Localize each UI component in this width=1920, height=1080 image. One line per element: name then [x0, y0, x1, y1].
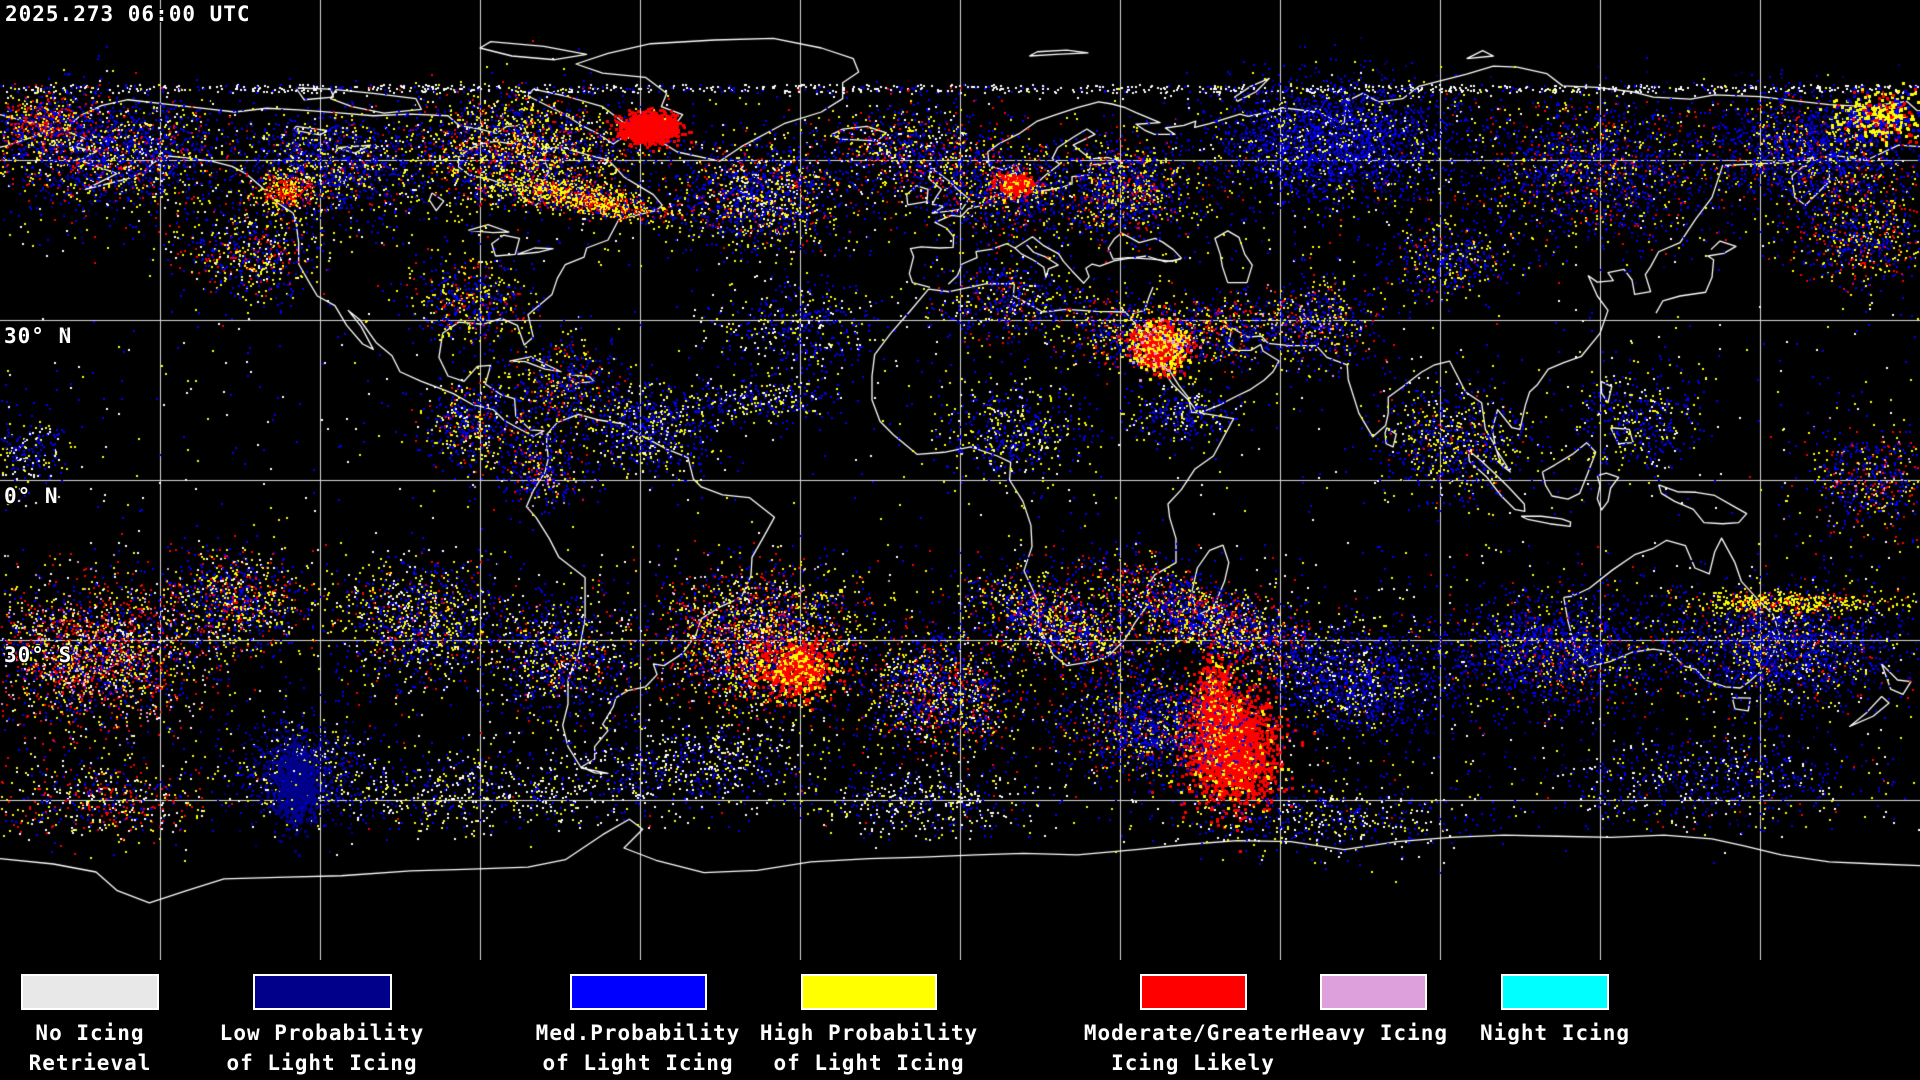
legend-swatch	[1319, 974, 1427, 1010]
legend-swatch	[1139, 974, 1247, 1010]
legend-label-line1: High Probability	[759, 1021, 979, 1045]
legend-label-line2: of Light Icing	[542, 1051, 734, 1075]
legend-swatch	[252, 974, 392, 1010]
icing-map-canvas	[0, 0, 1920, 960]
legend-item-high-probability: High Probability of Light Icing	[729, 974, 1009, 1078]
latitude-label-30n: 30° N	[4, 324, 73, 348]
legend-item-night-icing: Night Icing	[1415, 974, 1695, 1048]
legend-label-line1: Low Probability	[219, 1021, 425, 1045]
legend-label-line1: Night Icing	[1479, 1021, 1631, 1045]
legend-label: No Icing Retrieval	[0, 1018, 230, 1078]
legend-item-med-probability: Med.Probability of Light Icing	[498, 974, 778, 1078]
legend-swatch	[801, 974, 937, 1010]
legend-item-heavy-icing: Heavy Icing	[1233, 974, 1513, 1048]
legend-swatch	[21, 974, 159, 1010]
legend-label: Night Icing	[1415, 1018, 1695, 1048]
legend-label: Moderate/Greater Icing Likely	[1053, 1018, 1333, 1078]
legend-label-line2: of Light Icing	[226, 1051, 418, 1075]
legend-label: Heavy Icing	[1233, 1018, 1513, 1048]
legend-label-line2: of Light Icing	[773, 1051, 965, 1075]
legend-label-line1: No Icing	[35, 1021, 145, 1045]
legend-label-line1: Heavy Icing	[1297, 1021, 1449, 1045]
icing-legend: No Icing Retrieval Low Probability of Li…	[0, 960, 1920, 1080]
legend-label: Med.Probability of Light Icing	[498, 1018, 778, 1078]
legend-label-line1: Med.Probability	[535, 1021, 741, 1045]
world-map-area: 2025.273 06:00 UTC 30° N 0° N 30° S	[0, 0, 1920, 960]
legend-label: Low Probability of Light Icing	[182, 1018, 462, 1078]
latitude-label-30s: 30° S	[4, 643, 73, 667]
legend-swatch	[1501, 974, 1609, 1010]
legend-item-no-icing: No Icing Retrieval	[0, 974, 230, 1078]
legend-item-moderate-greater: Moderate/Greater Icing Likely	[1053, 974, 1333, 1078]
legend-swatch	[569, 974, 707, 1010]
legend-label-line2: Retrieval	[28, 1051, 152, 1075]
legend-label-line2: Icing Likely	[1111, 1051, 1275, 1075]
legend-label-line1: Moderate/Greater	[1083, 1021, 1303, 1045]
legend-label: High Probability of Light Icing	[729, 1018, 1009, 1078]
legend-item-low-probability: Low Probability of Light Icing	[182, 974, 462, 1078]
latitude-label-0n: 0° N	[4, 484, 59, 508]
timestamp-label: 2025.273 06:00 UTC	[5, 2, 251, 26]
